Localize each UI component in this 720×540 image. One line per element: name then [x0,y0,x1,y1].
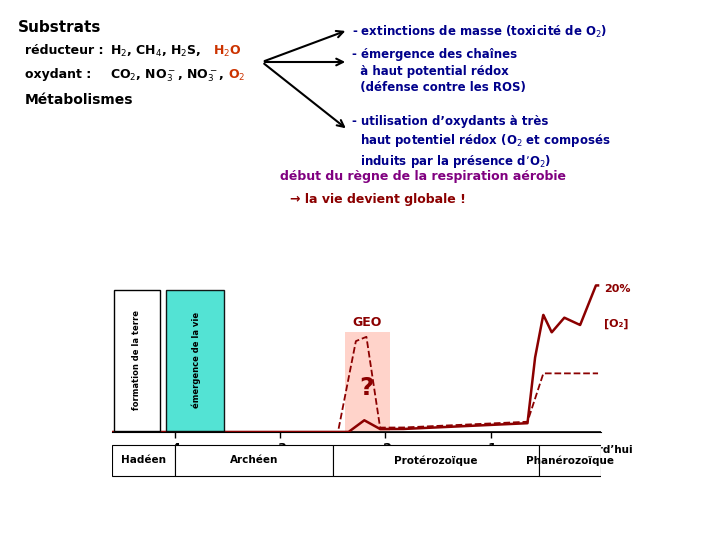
Text: O$_2$: O$_2$ [228,68,246,83]
Text: - utilisation d’oxydants à très
  haut potentiel rédox (O$_2$ et composés
  indu: - utilisation d’oxydants à très haut pot… [352,115,611,171]
Text: GEO: GEO [352,316,382,329]
Text: → la vie devient globale !: → la vie devient globale ! [290,193,466,206]
Text: formation de la terre: formation de la terre [132,310,141,410]
Text: début du règne de la respiration aérobie: début du règne de la respiration aérobie [280,170,566,183]
Text: aujourd’hui: aujourd’hui [566,445,634,455]
Text: oxydant :: oxydant : [25,68,91,81]
Text: 20%: 20% [603,284,630,294]
Text: Hadéen: Hadéen [121,455,166,465]
Bar [346,332,390,432]
Text: H$_2$O: H$_2$O [213,44,241,59]
Bar [175,444,333,476]
Text: Protérozoïque: Protérozoïque [394,455,477,465]
Text: Substrats: Substrats [18,20,102,35]
Text: Métabolismes: Métabolismes [25,93,133,107]
Text: - extinctions de masse (toxicité de O$_2$): - extinctions de masse (toxicité de O$_2… [352,24,607,40]
Text: Phanérozoïque: Phanérozoïque [526,455,614,465]
Text: CO$_2$, NO$_3^-$, NO$_3^-$,: CO$_2$, NO$_3^-$, NO$_3^-$, [110,68,225,84]
Bar [539,444,601,476]
Bar [114,290,160,430]
X-axis label: milliards d’années (Ga): milliards d’années (Ga) [274,461,438,474]
Text: H$_2$, CH$_4$, H$_2$S,: H$_2$, CH$_4$, H$_2$S, [110,44,202,59]
Text: ?: ? [360,376,374,400]
Bar [166,290,224,430]
Text: [O₂]: [O₂] [603,319,628,329]
Bar [333,444,539,476]
Text: réducteur :: réducteur : [25,44,104,57]
Text: émergence de la vie: émergence de la vie [191,312,201,408]
Bar [112,444,175,476]
Text: Archéen: Archéen [230,455,278,465]
Text: - émergence des chaînes
  à haut potential rédox
  (défense contre les ROS): - émergence des chaînes à haut potential… [352,48,526,94]
